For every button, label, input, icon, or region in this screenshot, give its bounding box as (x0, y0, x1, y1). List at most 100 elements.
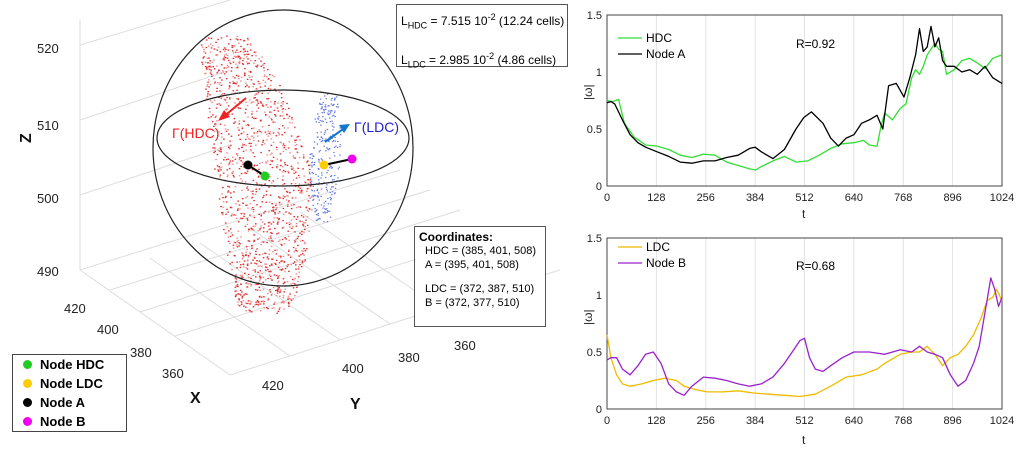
hdc-cloud-point (295, 268, 297, 270)
hdc-cloud-point (279, 141, 281, 143)
hdc-cloud-point (221, 193, 223, 195)
hdc-cloud-point (255, 303, 258, 305)
hdc-cloud-point (282, 101, 285, 103)
hdc-cloud-point (241, 274, 243, 276)
hdc-cloud-point (276, 312, 278, 314)
hdc-cloud-point (247, 189, 249, 191)
hdc-cloud-point (261, 161, 264, 164)
hdc-cloud-point (255, 144, 257, 146)
ldc-cloud-point (322, 116, 324, 118)
hdc-cloud-point (225, 213, 227, 215)
hdc-cloud-point (272, 156, 275, 158)
hdc-cloud-point (280, 269, 283, 271)
hdc-cloud-point (250, 191, 252, 193)
hdc-cloud-point (225, 48, 227, 50)
hdc-cloud-point (243, 54, 246, 56)
hdc-cloud-point (242, 59, 244, 62)
hdc-cloud-point (247, 58, 249, 60)
hdc-cloud-point (268, 186, 270, 188)
hdc-cloud-point (205, 68, 208, 70)
ldc-cloud-point (314, 195, 317, 197)
hdc-cloud-point (302, 216, 305, 218)
hdc-cloud-point (282, 213, 285, 215)
hdc-cloud-point (297, 280, 299, 283)
hdc-cloud-point (228, 186, 231, 188)
hdc-cloud-point (280, 105, 282, 107)
hdc-cloud-point (279, 239, 281, 241)
hdc-cloud-point (295, 177, 298, 179)
hdc-cloud-point (256, 164, 258, 166)
hdc-cloud-point (257, 135, 259, 137)
hdc-cloud-point (261, 144, 263, 146)
hdc-cloud-point (263, 67, 265, 69)
hdc-cloud-point (269, 153, 272, 156)
hdc-cloud-point (238, 100, 241, 102)
hdc-cloud-point (242, 143, 244, 145)
hdc-cloud-point (251, 111, 253, 113)
hdc-cloud-point (232, 156, 234, 158)
hdc-cloud-point (297, 266, 300, 268)
hdc-cloud-point (263, 303, 265, 305)
hdc-cloud-point (217, 46, 220, 48)
hdc-cloud-point (220, 84, 223, 86)
hdc-cloud-point (302, 154, 305, 156)
hdc-cloud-point (305, 206, 308, 208)
x-tick: 380 (130, 345, 152, 360)
hdc-cloud-point (249, 60, 252, 62)
hdc-cloud-point (252, 306, 255, 308)
hdc-cloud-point (228, 43, 230, 45)
hdc-cloud-point (240, 264, 242, 266)
hdc-cloud-point (237, 98, 240, 100)
hdc-cloud-point (245, 108, 247, 110)
hdc-cloud-point (278, 134, 280, 136)
hdc-cloud-point (281, 166, 284, 168)
hdc-cloud-point (250, 227, 252, 229)
hdc-cloud-point (234, 158, 237, 160)
hdc-cloud-point (204, 61, 207, 64)
hdc-cloud-point (232, 50, 234, 52)
hdc-cloud-point (232, 160, 234, 162)
hdc-cloud-point (223, 228, 225, 231)
hdc-cloud-point (257, 92, 260, 94)
hdc-cloud-point (217, 70, 220, 73)
hdc-cloud-point (294, 295, 296, 297)
hdc-cloud-point (220, 97, 223, 99)
hdc-cloud-point (250, 145, 252, 147)
ldc-cloud-point (321, 172, 323, 174)
ldc-cloud-point (321, 174, 323, 176)
ldc-cloud-point (310, 177, 312, 179)
x-tick-label: 128 (647, 415, 665, 427)
hdc-cloud-point (232, 82, 235, 85)
ldc-cloud-point (331, 125, 334, 127)
hdc-cloud-point (216, 81, 219, 84)
ldc-cloud-point (323, 133, 325, 135)
hdc-cloud-point (246, 223, 249, 226)
hdc-cloud-point (254, 271, 257, 273)
hdc-cloud-point (220, 64, 223, 66)
hdc-cloud-point (244, 86, 247, 88)
hdc-cloud-point (256, 260, 258, 262)
hdc-cloud-point (259, 277, 262, 279)
hdc-cloud-point (232, 80, 234, 82)
hdc-cloud-point (246, 264, 249, 266)
hdc-cloud-point (260, 213, 262, 216)
hdc-cloud-point (252, 211, 255, 213)
hdc-cloud-point (267, 92, 269, 94)
hdc-cloud-point (249, 76, 251, 79)
x-tick-label: 384 (746, 415, 764, 427)
hdc-cloud-point (273, 303, 275, 305)
hdc-cloud-point (282, 255, 285, 257)
ldc-cloud-point (319, 98, 322, 100)
hdc-cloud-point (200, 44, 203, 46)
ldc-cloud-point (332, 186, 334, 188)
hdc-cloud-point (229, 235, 232, 238)
hdc-cloud-point (258, 58, 260, 60)
ldc-cloud-point (314, 208, 316, 210)
hdc-cloud-point (299, 232, 301, 234)
hdc-cloud-point (242, 263, 245, 265)
hdc-cloud-point (267, 308, 269, 310)
hdc-cloud-point (241, 146, 243, 149)
ldc-cloud-point (329, 117, 331, 119)
hdc-cloud-point (290, 167, 293, 169)
hdc-cloud-point (253, 97, 255, 99)
